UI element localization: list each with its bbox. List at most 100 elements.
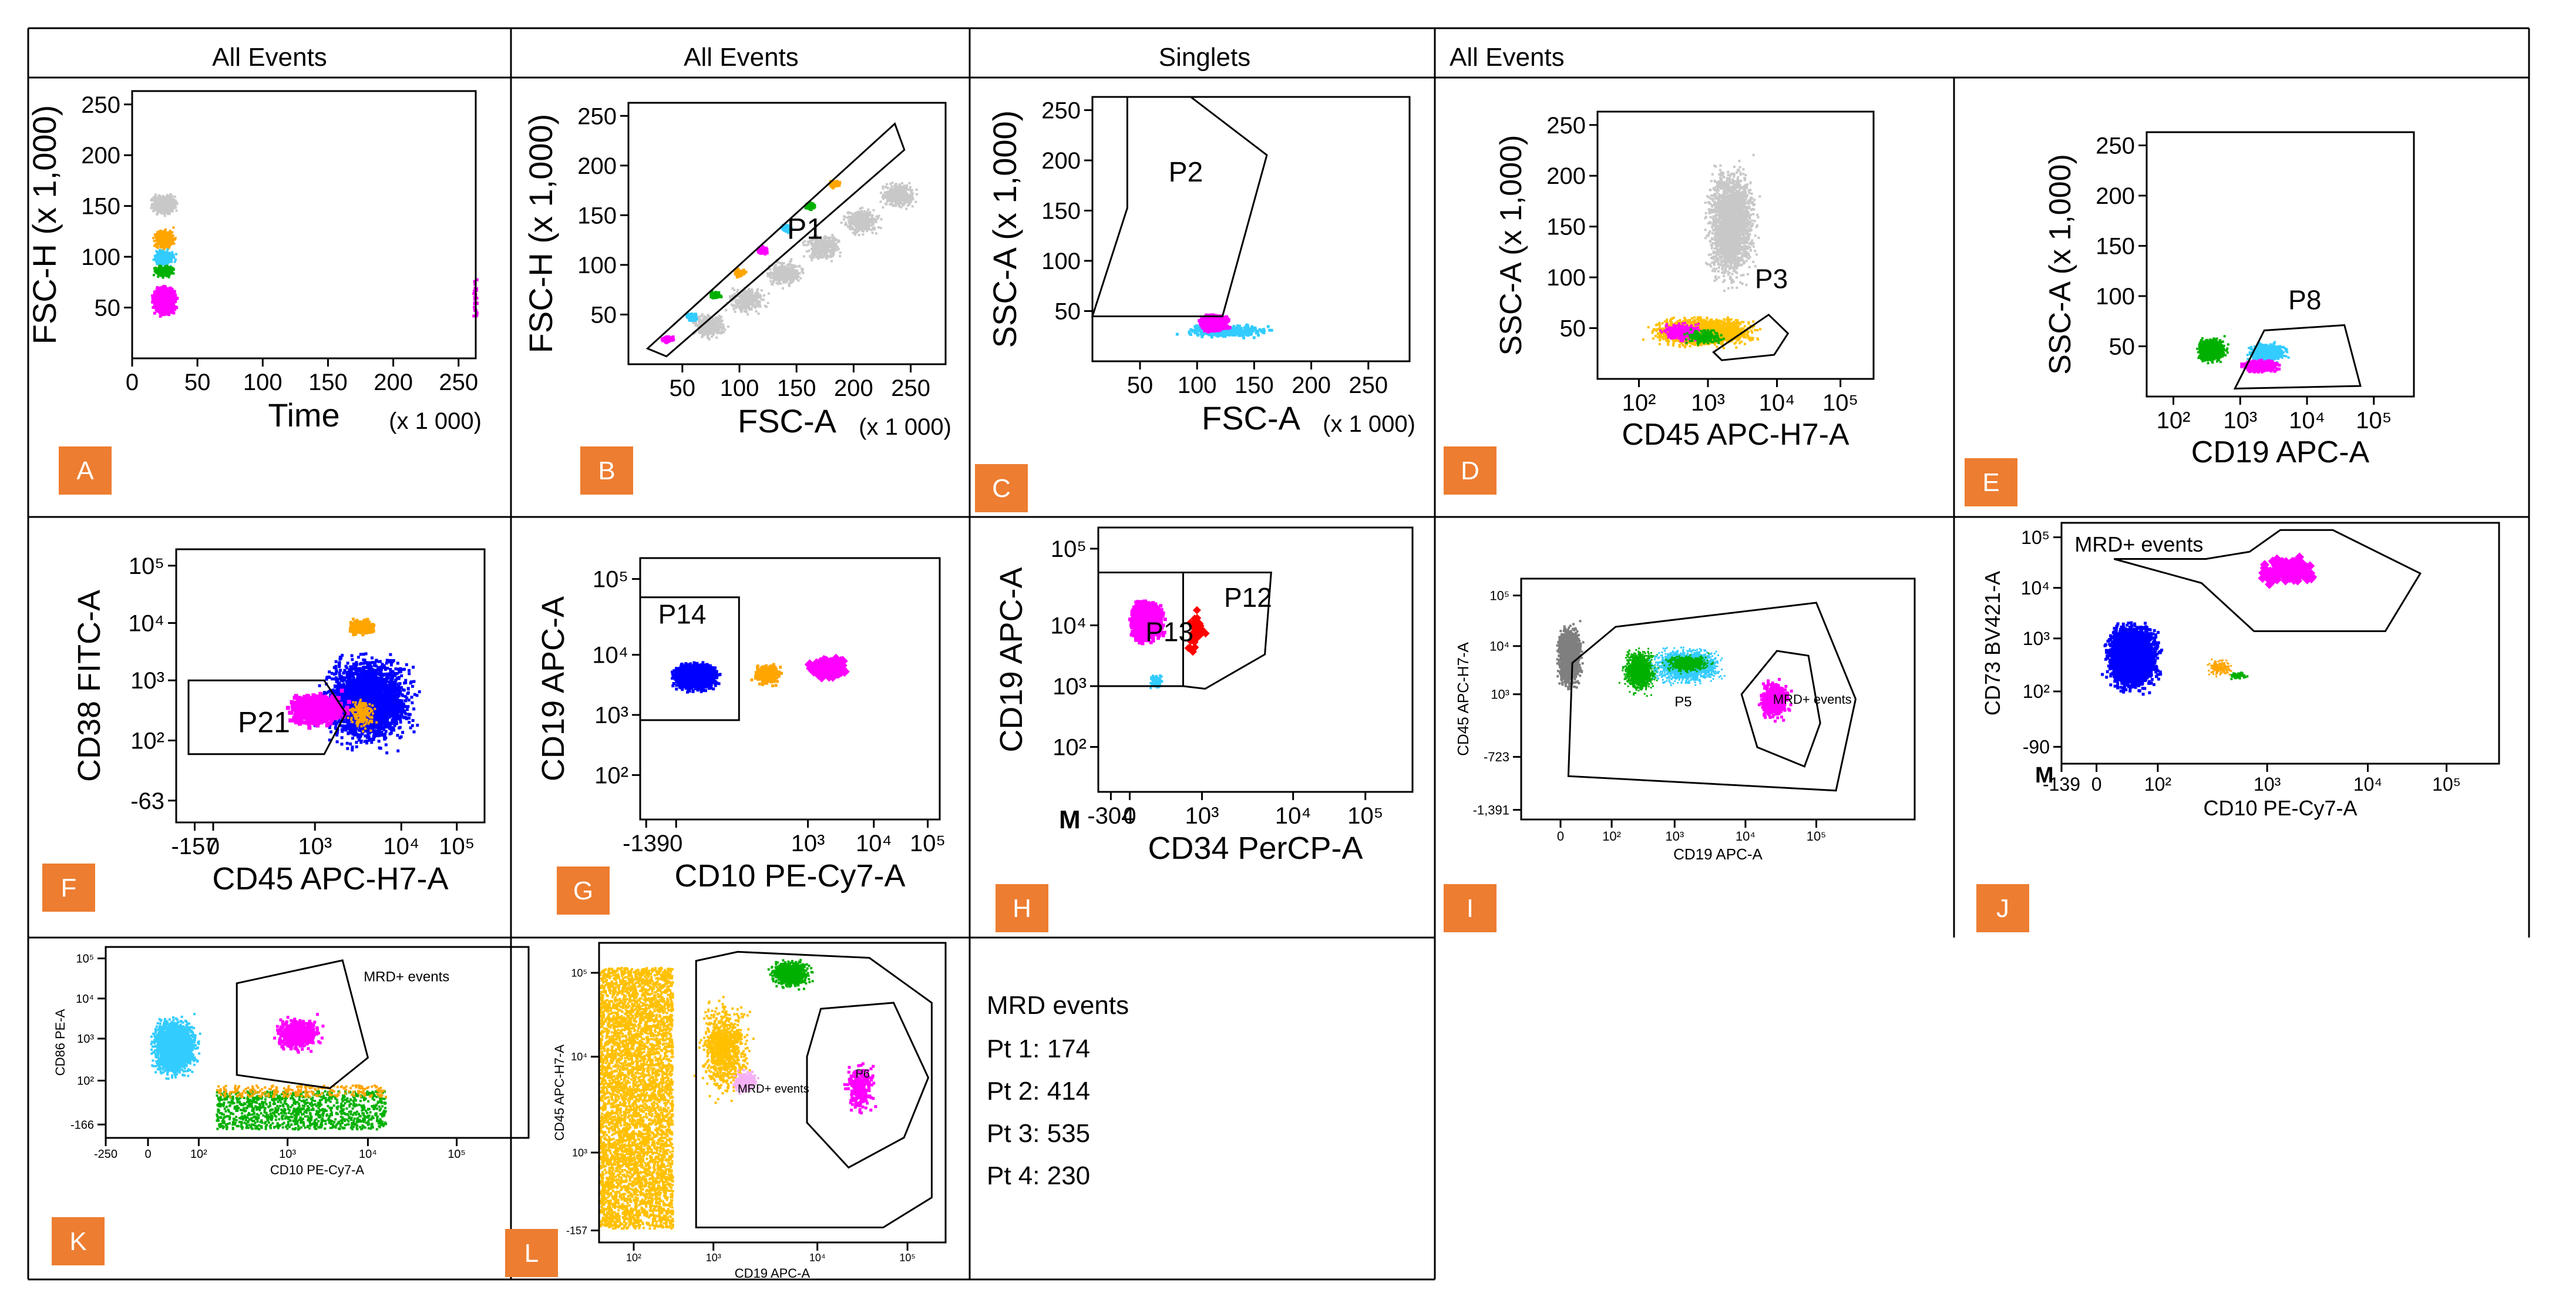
gate-p1 — [645, 122, 906, 358]
x-tick-label: 10³ — [706, 1252, 721, 1264]
panel-badge-h: H — [996, 884, 1048, 932]
gate-label: P14 — [658, 599, 707, 629]
gate-p5 — [1567, 602, 1857, 792]
x-axis-label: CD10 PE-Cy7-A — [674, 858, 905, 894]
y-tick-label: 200 — [2096, 183, 2135, 209]
plot-frame — [175, 548, 486, 824]
y-axis-label: SSC-A (x 1,000) — [1494, 135, 1528, 356]
x-tick-label: 10² — [2157, 408, 2191, 434]
y-axis-label: CD19 APC-A — [536, 596, 571, 781]
y-tick-label: 200 — [1546, 163, 1586, 189]
x-tick-label: 10⁵ — [448, 1148, 466, 1161]
x-axis-label: CD19 APC-A — [2191, 435, 2370, 469]
y-tick-label: 100 — [1546, 265, 1586, 291]
y-tick-label: 10⁴ — [592, 643, 628, 669]
panel-i-scatter: P5 MRD+ events 0 10² 10³ 10⁴ 10⁵ -1,391 -723 10³ 1… — [1454, 577, 1916, 863]
svg-text:K: K — [69, 1227, 86, 1256]
x-tick-label: 10³ — [279, 1148, 296, 1161]
y-tick-label: 10² — [130, 728, 164, 754]
x-tick-label: 150 — [308, 370, 348, 395]
panel-badge-a: A — [59, 446, 112, 495]
svg-text:J: J — [1996, 894, 2009, 923]
y-tick-label: -723 — [1484, 750, 1509, 764]
y-tick-label: 10² — [77, 1075, 94, 1088]
gate-label: P1 — [787, 212, 823, 245]
y-axis-label: CD86 PE-A — [53, 1009, 68, 1076]
y-tick-label: 250 — [577, 103, 617, 129]
x-axis-unit: (x 1 000) — [389, 408, 482, 434]
y-tick-label: 10² — [2023, 681, 2050, 702]
x-tick-label: -139 — [2043, 774, 2080, 795]
y-tick-label: 250 — [1041, 98, 1081, 124]
x-axis-label: CD10 PE-Cy7-A — [2203, 796, 2357, 820]
x-axis-label: CD19 APC-A — [1673, 845, 1763, 863]
mrd-line-pt1: Pt 1: 174 — [987, 1034, 1090, 1063]
x-tick-label: 10² — [2144, 774, 2172, 795]
x-tick-label: 0 — [1123, 803, 1136, 829]
y-tick-label: 150 — [2096, 234, 2135, 260]
gate-label: P13 — [1145, 617, 1193, 647]
x-tick-label: 10⁴ — [809, 1252, 826, 1264]
y-tick-label: 10⁵ — [76, 953, 94, 966]
x-tick-label: 0 — [207, 834, 220, 859]
x-tick-label: 10⁵ — [1807, 829, 1827, 844]
x-axis-label: CD10 PE-Cy7-A — [270, 1163, 364, 1177]
gate-label: MRD+ events — [364, 969, 449, 985]
y-axis-label: FSC-H (x 1,000) — [26, 105, 63, 345]
y-axis-label: CD19 APC-A — [994, 567, 1029, 752]
x-tick-label: 10⁴ — [856, 831, 892, 856]
y-tick-label: 200 — [1041, 148, 1081, 174]
y-tick-label: 10⁴ — [571, 1051, 587, 1063]
x-tick-label: 10⁴ — [1275, 803, 1311, 829]
panel-badge-j: J — [1976, 884, 2029, 932]
panel-badge-k: K — [52, 1217, 105, 1265]
x-axis-label: CD45 APC-H7-A — [1622, 418, 1849, 452]
gate-mrd-events — [1740, 650, 1821, 768]
svg-text:G: G — [573, 876, 593, 905]
x-tick-label: 10⁴ — [383, 834, 419, 859]
y-tick-label: 50 — [591, 302, 617, 328]
x-axis-label: CD34 PerCP-A — [1148, 831, 1363, 866]
x-tick-label: 0 — [126, 370, 139, 395]
x-tick-label: -157 — [171, 834, 218, 859]
y-tick-label: 100 — [1041, 248, 1081, 274]
y-tick-label: 150 — [577, 203, 617, 229]
gate-p6 — [806, 1002, 930, 1169]
panel-badge-d: D — [1444, 446, 1496, 495]
x-tick-label: 10³ — [1665, 829, 1684, 844]
x-axis-label: CD45 APC-H7-A — [212, 861, 448, 896]
panel-badge-b: B — [580, 446, 633, 495]
gate-mrd-events — [695, 950, 933, 1228]
x-tick-label: 200 — [1292, 372, 1331, 398]
y-tick-label: 10⁵ — [1051, 536, 1087, 562]
plot-frame — [2060, 522, 2500, 765]
gate-label: P3 — [1755, 263, 1788, 294]
y-axis-label: CD38 FITC-A — [72, 590, 107, 782]
x-tick-label: 10⁵ — [1822, 390, 1858, 416]
x-tick-label: 10⁵ — [2356, 408, 2392, 434]
gate-label: MRD+ events — [738, 1083, 809, 1096]
y-tick-label: 200 — [577, 153, 617, 179]
panel-k-scatter: MRD+ events -250 0 10² 10³ 10⁴ 10⁵ -166 10² 10³ 10… — [53, 946, 530, 1177]
x-tick-label: 10⁵ — [2432, 774, 2461, 795]
gate-mrd-events — [2114, 529, 2422, 632]
y-tick-label: -1,391 — [1473, 802, 1509, 817]
plot-frame — [639, 557, 941, 821]
mrd-line-pt2: Pt 2: 414 — [987, 1077, 1090, 1106]
header-all-events-3: All Events — [1450, 43, 1565, 72]
m-marker: M — [2035, 763, 2054, 788]
y-tick-label: -157 — [566, 1225, 587, 1237]
panel-a-scatter: 0 50 100 150 200 250 50 100 150 200 250 Time (x 1 00… — [26, 90, 482, 434]
y-tick-label: 10³ — [594, 703, 628, 728]
x-tick-label: 0 — [1557, 829, 1564, 844]
y-tick-label: 150 — [1546, 214, 1586, 240]
x-tick-label: 100 — [720, 375, 759, 401]
y-axis-label: CD45 APC-H7-A — [552, 1044, 567, 1141]
x-tick-label: 10² — [1602, 829, 1621, 844]
y-axis-label: CD73 BV421-A — [1980, 571, 2005, 716]
y-tick-label: 10⁴ — [2021, 577, 2050, 599]
x-axis-label: FSC-A — [738, 402, 837, 439]
y-tick-label: 10⁴ — [1050, 613, 1087, 639]
